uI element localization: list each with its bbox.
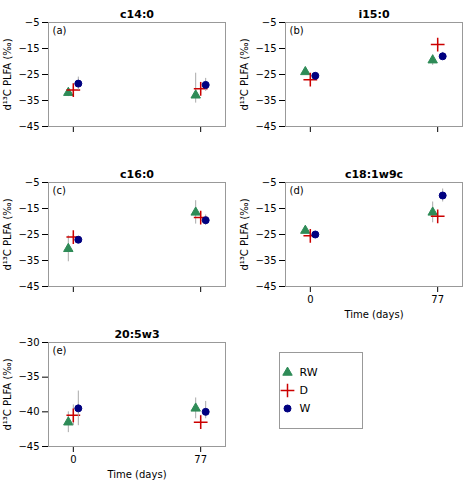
svg-text:20:5w3: 20:5w3 [114,328,159,341]
svg-text:(e): (e) [53,345,67,356]
svg-text:d¹³C PLFA (‰): d¹³C PLFA (‰) [2,198,13,270]
svg-text:77: 77 [194,454,207,465]
svg-text:(c): (c) [53,185,66,196]
svg-text:−30: −30 [18,337,39,348]
svg-text:(a): (a) [53,25,67,36]
svg-text:−25: −25 [18,229,39,240]
svg-text:(d): (d) [290,185,304,196]
svg-text:Time (days): Time (days) [106,469,166,480]
svg-text:i15:0: i15:0 [358,8,389,21]
svg-text:c18:1w9c: c18:1w9c [345,168,403,181]
svg-text:(b): (b) [290,25,304,36]
svg-text:W: W [300,402,311,415]
svg-text:−5: −5 [262,17,277,28]
svg-text:−40: −40 [18,406,39,417]
svg-text:−15: −15 [18,43,39,54]
svg-text:−5: −5 [25,17,40,28]
svg-text:Time (days): Time (days) [343,309,403,320]
svg-text:−45: −45 [18,441,39,452]
svg-text:−35: −35 [18,95,39,106]
svg-text:−15: −15 [255,43,276,54]
svg-text:RW: RW [300,366,318,379]
svg-text:c14:0: c14:0 [120,8,154,21]
svg-text:−35: −35 [255,95,276,106]
svg-text:−5: −5 [262,177,277,188]
svg-text:−45: −45 [255,121,276,132]
svg-text:−25: −25 [18,69,39,80]
svg-text:−35: −35 [18,371,39,382]
svg-text:−35: −35 [18,255,39,266]
svg-text:−15: −15 [18,203,39,214]
svg-text:−5: −5 [25,177,40,188]
svg-text:−45: −45 [18,281,39,292]
svg-text:d¹³C PLFA (‰): d¹³C PLFA (‰) [2,358,13,430]
svg-text:d¹³C PLFA (‰): d¹³C PLFA (‰) [239,38,250,110]
svg-text:−35: −35 [255,255,276,266]
svg-text:D: D [300,384,308,397]
svg-text:0: 0 [70,454,76,465]
svg-text:d¹³C PLFA (‰): d¹³C PLFA (‰) [2,38,13,110]
svg-text:0: 0 [307,294,313,305]
svg-text:−45: −45 [18,121,39,132]
svg-text:−45: −45 [255,281,276,292]
svg-text:−25: −25 [255,229,276,240]
svg-text:−25: −25 [255,69,276,80]
svg-text:77: 77 [431,294,444,305]
svg-text:c16:0: c16:0 [120,168,154,181]
svg-text:−15: −15 [255,203,276,214]
svg-text:d¹³C PLFA (‰): d¹³C PLFA (‰) [239,198,250,270]
